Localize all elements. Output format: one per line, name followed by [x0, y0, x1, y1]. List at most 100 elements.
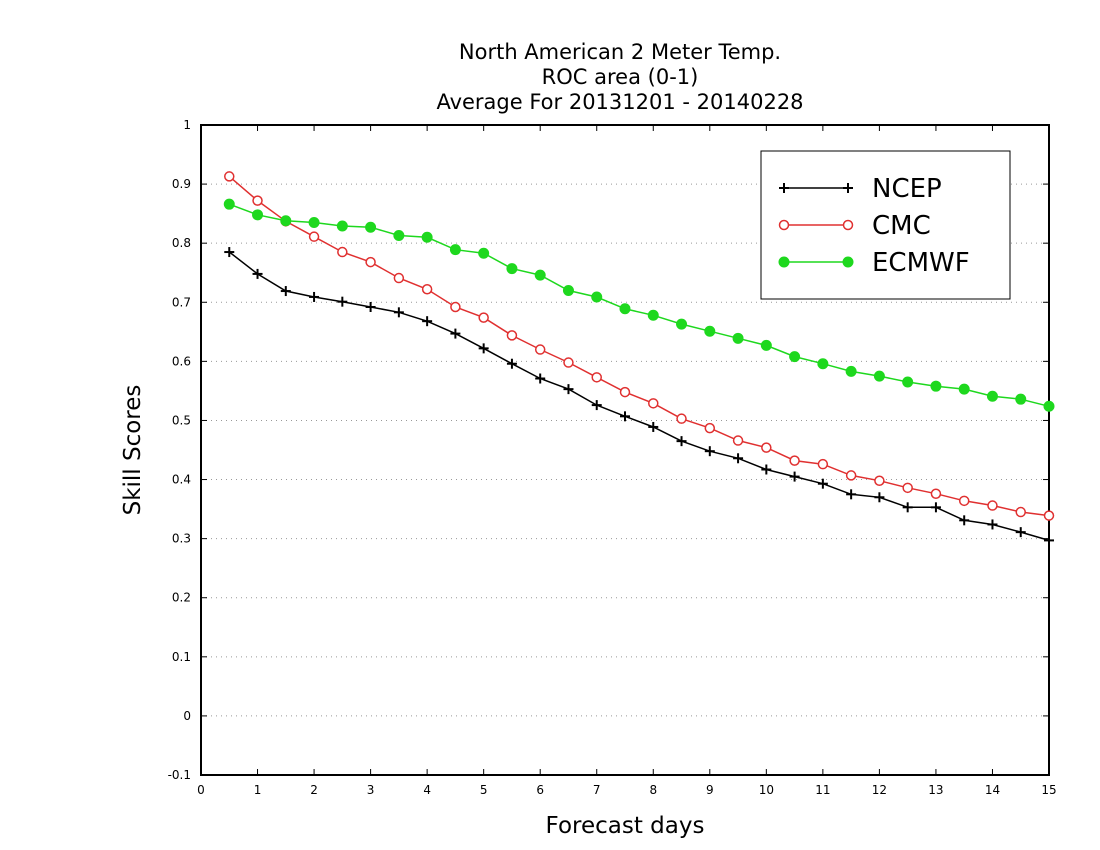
data-point [223, 198, 235, 210]
series-ncep [224, 247, 1054, 546]
data-point [873, 370, 885, 382]
data-point [789, 351, 801, 363]
y-tick-label: 0.5 [172, 413, 191, 427]
data-point [478, 343, 489, 354]
data-point [676, 413, 687, 424]
data-point [648, 421, 659, 432]
y-tick-label: -0.1 [168, 768, 191, 782]
data-point [902, 376, 914, 388]
legend-marker [779, 183, 789, 193]
y-tick-label: 0.9 [172, 177, 191, 191]
legend-label: CMC [872, 211, 931, 241]
data-point [930, 502, 941, 513]
x-tick-label: 4 [423, 783, 431, 797]
series-ecmwf [223, 198, 1055, 412]
x-axis-label: Forecast days [546, 813, 705, 839]
data-point [365, 302, 376, 312]
x-tick-label: 13 [928, 783, 943, 797]
data-point [591, 372, 602, 383]
data-point [845, 365, 857, 377]
data-point [591, 291, 603, 303]
data-point [506, 358, 517, 369]
x-tick-label: 5 [480, 783, 488, 797]
data-point [337, 296, 348, 307]
data-point [1044, 535, 1054, 546]
y-tick-label: 0 [183, 709, 191, 723]
x-tick-label: 3 [367, 783, 375, 797]
data-point [450, 301, 461, 313]
data-point [336, 220, 348, 232]
data-point [648, 398, 659, 409]
data-point [421, 284, 433, 295]
data-point [959, 515, 970, 526]
legend-marker [842, 256, 854, 268]
y-axis-label: Skill Scores [120, 385, 146, 516]
data-point [478, 312, 489, 323]
y-tick-label: 0.8 [172, 236, 191, 250]
data-point [647, 309, 659, 321]
legend-marker [778, 256, 790, 268]
data-point [224, 171, 235, 182]
data-point [704, 325, 716, 337]
legend-item-cmc: CMC [778, 211, 931, 241]
data-point [817, 478, 828, 489]
data-point [1015, 393, 1027, 405]
data-point [252, 268, 263, 279]
data-point [224, 247, 235, 258]
data-point [337, 246, 348, 258]
data-point [393, 307, 404, 318]
data-point [252, 209, 264, 221]
data-point [619, 386, 631, 398]
x-tick-label: 9 [706, 783, 714, 797]
data-point [732, 435, 744, 446]
legend-item-ncep: NCEP [779, 174, 942, 204]
data-point [761, 442, 772, 453]
data-point [591, 400, 602, 411]
data-point [704, 446, 715, 457]
data-point [987, 519, 998, 530]
data-point [252, 195, 263, 206]
data-point [874, 492, 885, 503]
legend-label: ECMWF [872, 248, 970, 278]
data-point [421, 231, 433, 243]
data-point [761, 464, 772, 475]
x-tick-label: 14 [985, 783, 1000, 797]
data-point [1043, 510, 1055, 521]
data-point [563, 357, 574, 368]
data-point [309, 291, 320, 302]
data-point [422, 316, 433, 327]
data-point [732, 332, 744, 344]
data-point [760, 339, 772, 351]
series [223, 171, 1055, 546]
data-point [987, 500, 998, 511]
data-point [308, 217, 320, 228]
legend-item-ecmwf: ECMWF [778, 248, 970, 278]
legend-marker [842, 219, 854, 231]
data-point [676, 436, 687, 447]
y-tick-label: 0.6 [172, 354, 191, 368]
data-point [789, 471, 800, 482]
y-tick-label: 0.3 [172, 532, 191, 546]
data-point [817, 458, 829, 470]
title-line: Average For 20131201 - 20140228 [436, 90, 803, 114]
data-point [620, 411, 630, 422]
data-point [930, 380, 942, 392]
plot-area [200, 124, 1050, 776]
data-point [986, 390, 998, 402]
data-point [1015, 506, 1026, 518]
data-point [393, 230, 405, 241]
x-tick-label: 6 [536, 783, 544, 797]
data-point [365, 256, 376, 268]
data-point [846, 489, 857, 500]
data-point [534, 269, 546, 281]
data-point [958, 495, 970, 507]
series-cmc [224, 171, 1055, 521]
legend-marker [843, 183, 853, 193]
data-point [478, 247, 490, 259]
data-point [676, 318, 688, 330]
data-point [393, 272, 405, 284]
data-point [1043, 400, 1055, 412]
data-point [845, 470, 857, 481]
data-point [958, 383, 970, 395]
data-point [506, 263, 518, 275]
